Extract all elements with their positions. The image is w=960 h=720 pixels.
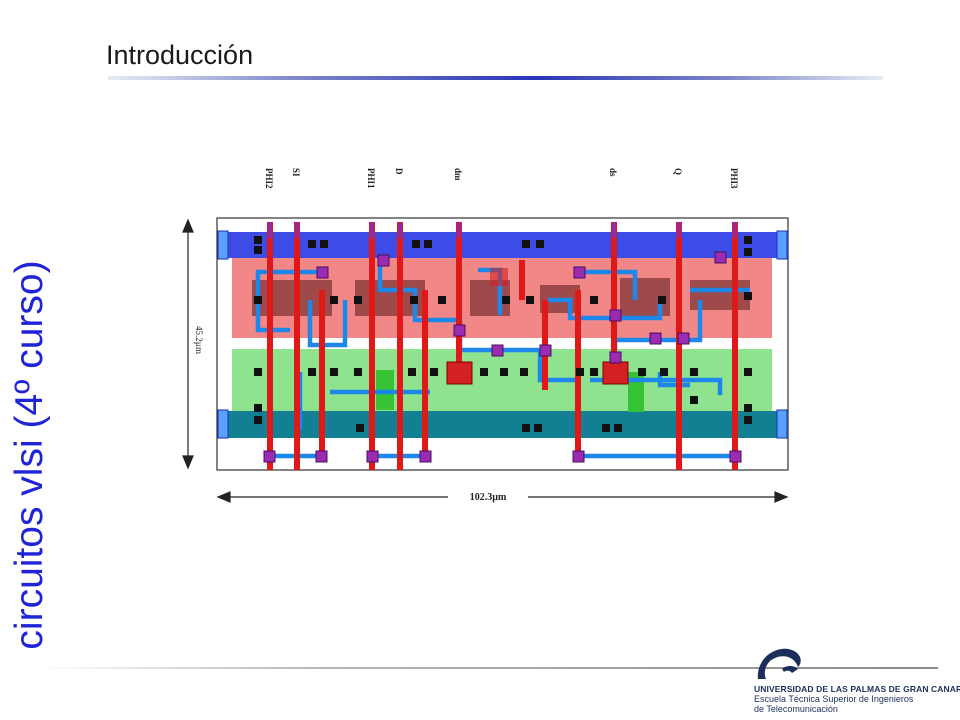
- signal-label-si: SI: [291, 168, 301, 177]
- signal-label-phi2: PHI2: [264, 168, 274, 189]
- contacts: [254, 236, 752, 432]
- transistor-pad-3: [490, 268, 508, 286]
- slide-title: Introducción: [106, 40, 254, 70]
- rail-end-left-bottom: [217, 409, 229, 439]
- height-label: 45.2µm: [194, 326, 204, 354]
- width-label: 102.3µm: [470, 492, 507, 503]
- height-dimension: [182, 218, 194, 470]
- signal-label-phi3: PHI3: [729, 168, 739, 189]
- school-name-line2: de Telecomunicación: [754, 704, 838, 714]
- vdd-rail: [218, 232, 788, 258]
- poly-lines: [267, 222, 738, 470]
- title-rule: [108, 76, 883, 80]
- rail-end-right-top: [776, 230, 788, 260]
- footer-rule: [38, 667, 938, 669]
- signal-label-d: D: [394, 168, 404, 175]
- rail-end-left-top: [217, 230, 229, 260]
- signal-label-phi1: PHI1: [366, 168, 376, 189]
- rail-end-right-bottom: [776, 409, 788, 439]
- signal-label-dm: dm: [453, 168, 463, 181]
- transistor-pad-2: [602, 361, 629, 385]
- vias: [263, 251, 742, 463]
- school-name-line1: Escuela Técnica Superior de Ingenieros: [754, 694, 914, 704]
- signal-label-ds: ds: [608, 168, 618, 177]
- gnd-rail: [218, 411, 788, 438]
- transistor-pad-1: [446, 361, 473, 385]
- university-logo: [757, 648, 801, 679]
- signal-label-q: Q: [673, 168, 683, 175]
- metal1-columns: [268, 222, 737, 238]
- university-name: UNIVERSIDAD DE LAS PALMAS DE GRAN CANARI…: [754, 684, 960, 694]
